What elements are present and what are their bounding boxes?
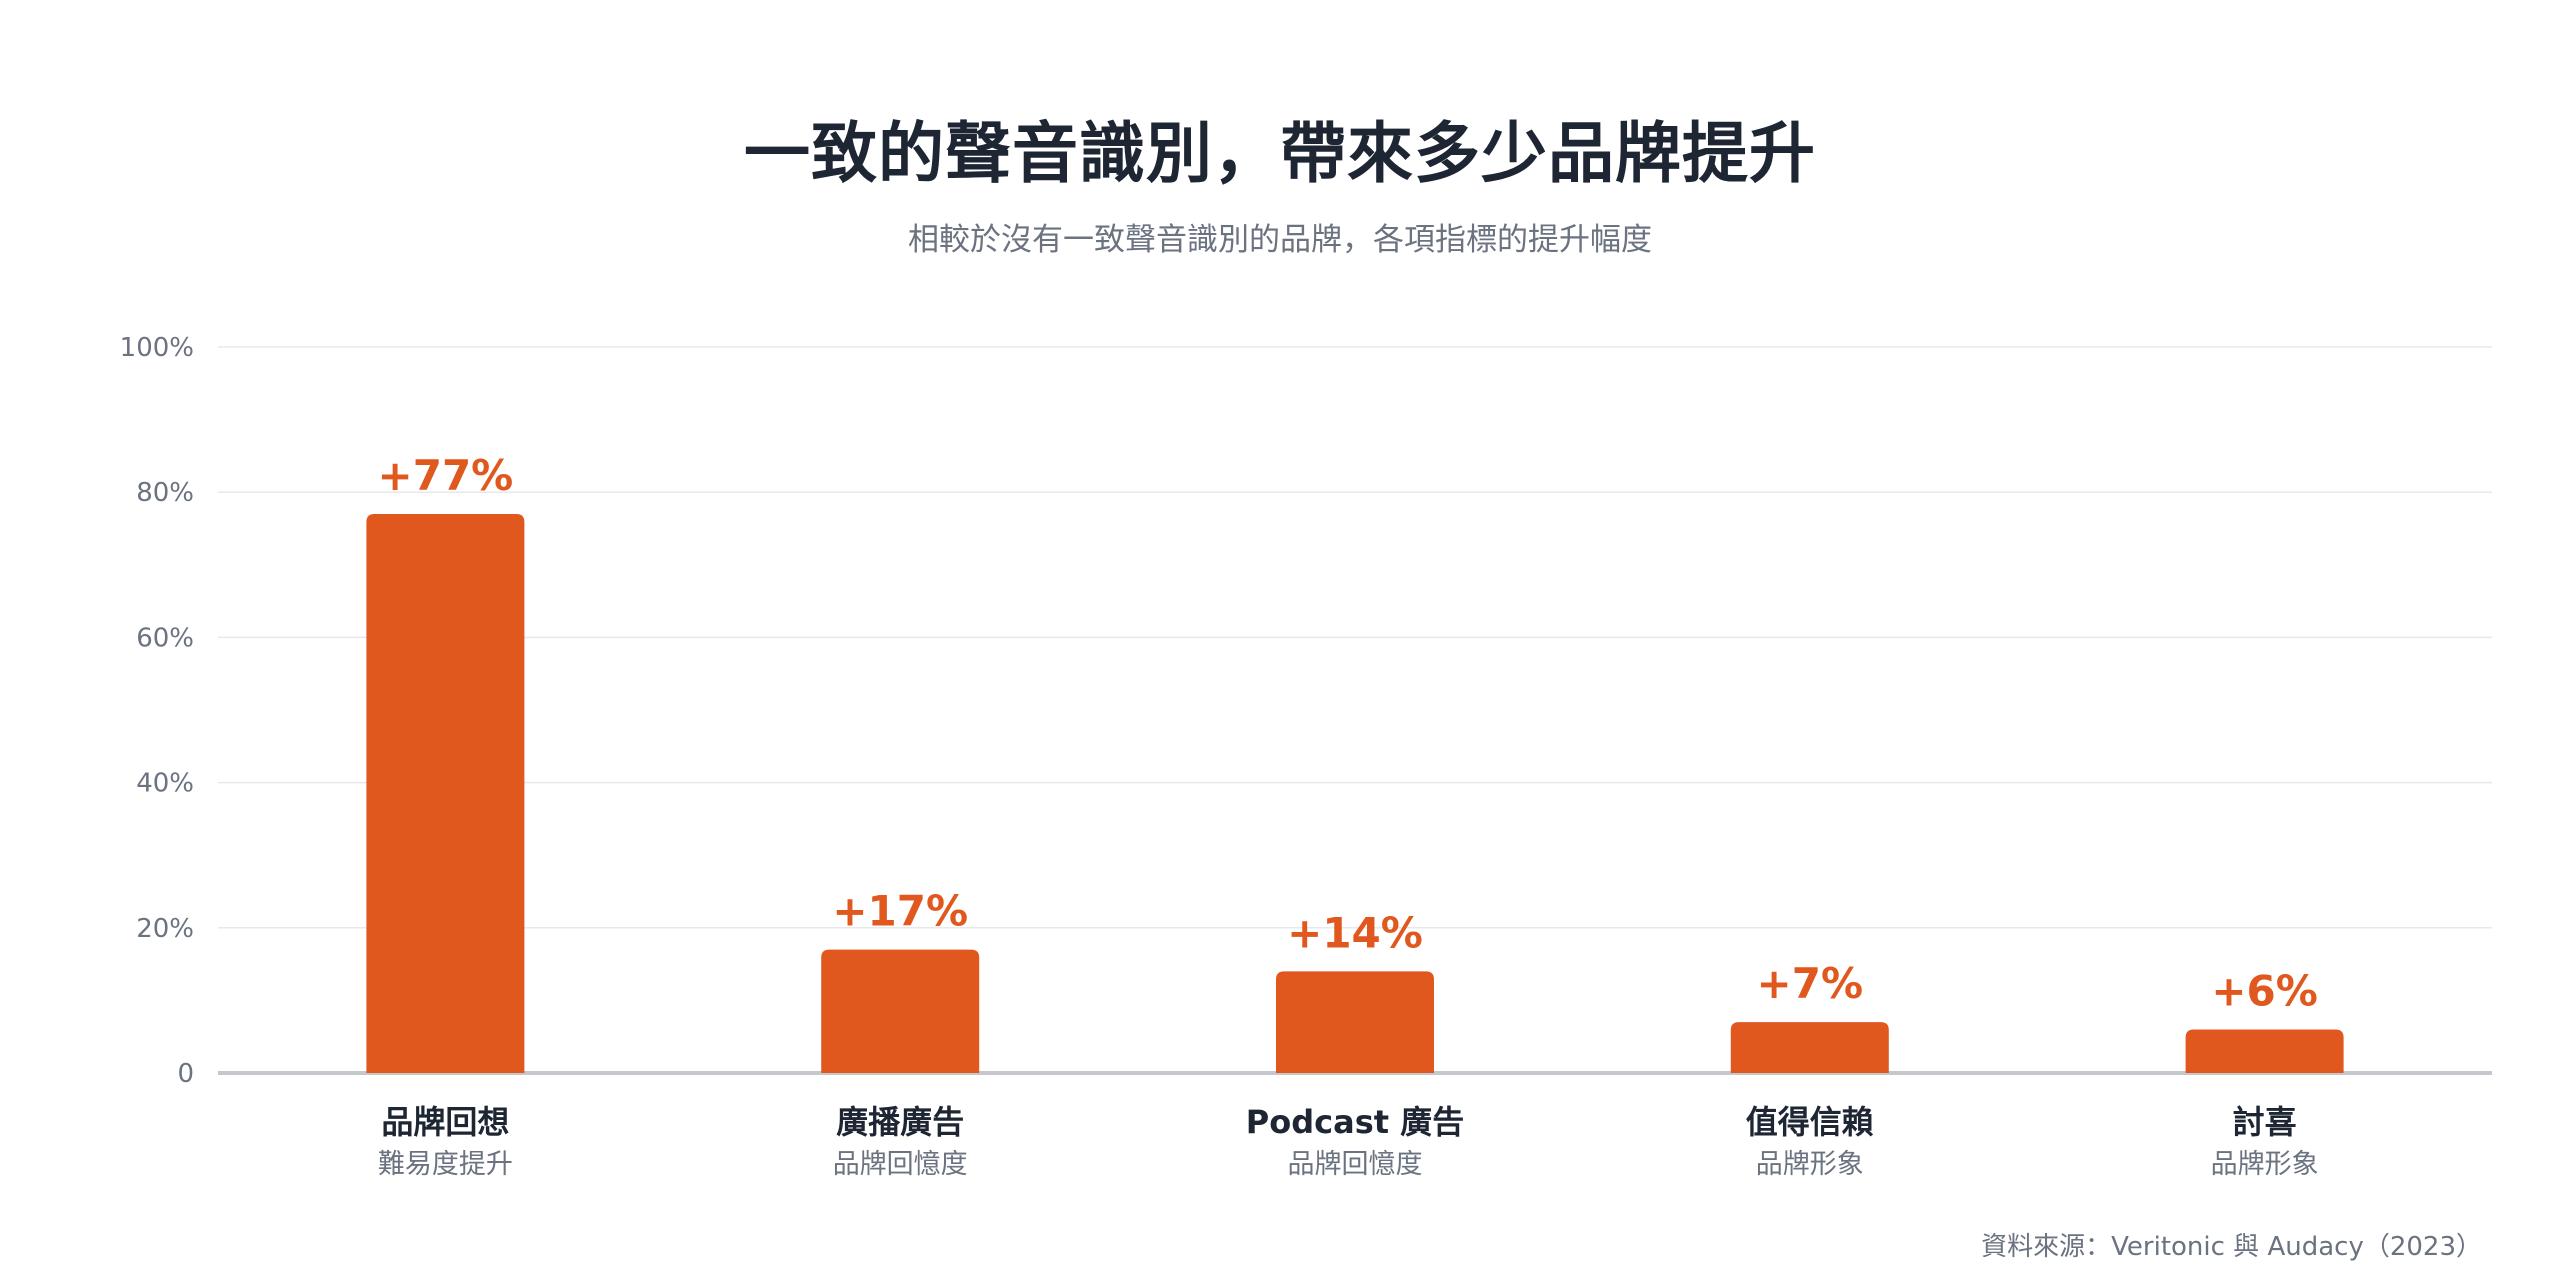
category-sublabel: 品牌回憶度 bbox=[833, 1149, 968, 1180]
bar bbox=[821, 949, 980, 1073]
y-tick-label: 60% bbox=[136, 623, 194, 653]
bar bbox=[1276, 971, 1434, 1073]
bar-value-label: +6% bbox=[2211, 966, 2318, 1015]
category-label: 值得信賴 bbox=[1746, 1103, 1874, 1141]
category-sublabel: 難易度提升 bbox=[378, 1149, 513, 1180]
y-tick-label: 20% bbox=[136, 914, 194, 944]
category-sublabel: 品牌形象 bbox=[1756, 1149, 1864, 1180]
source-note: 資料來源：Veritonic 與 Audacy（2023） bbox=[1981, 1232, 2482, 1262]
category-label: Podcast 廣告 bbox=[1246, 1103, 1464, 1141]
chart-title: 一致的聲音識別，帶來多少品牌提升 bbox=[744, 115, 1816, 192]
bar-value-label: +77% bbox=[378, 451, 514, 500]
bar bbox=[2185, 1029, 2344, 1073]
y-tick-label: 0 bbox=[177, 1059, 194, 1089]
category-label: 廣播廣告 bbox=[836, 1103, 964, 1141]
bar-value-label: +14% bbox=[1287, 908, 1423, 957]
bar-value-label: +17% bbox=[832, 887, 968, 936]
bar bbox=[366, 513, 525, 1073]
category-label: 品牌回想 bbox=[381, 1103, 509, 1141]
chart-subtitle: 相較於沒有一致聲音識別的品牌，各項指標的提升幅度 bbox=[908, 222, 1652, 258]
y-tick-label: 100% bbox=[120, 333, 194, 363]
y-tick-label: 40% bbox=[136, 769, 194, 799]
bar bbox=[1730, 1022, 1889, 1073]
category-sublabel: 品牌形象 bbox=[2211, 1149, 2319, 1180]
y-tick-label: 80% bbox=[136, 478, 194, 508]
category-label: 討喜 bbox=[2233, 1103, 2297, 1141]
category-sublabel: 品牌回憶度 bbox=[1288, 1149, 1423, 1180]
bar-value-label: +7% bbox=[1757, 959, 1864, 1008]
